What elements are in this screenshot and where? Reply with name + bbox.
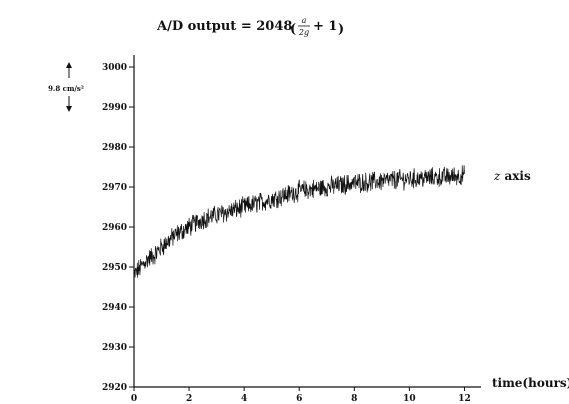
- axes: [133, 55, 481, 388]
- ticks: 2920 2930 2940 2950 2960 2970 2980 2990 3000 0 2 4 6…: [102, 63, 471, 404]
- x-axis-label: time(hours): [492, 376, 569, 390]
- scale-arrow-down-icon: [66, 106, 72, 112]
- title-prefix: A/D output = 2048: [156, 19, 292, 34]
- title-paren-right: ): [338, 22, 344, 37]
- y-tick-label: 2990: [102, 103, 127, 113]
- x-tick-label: 12: [458, 394, 471, 404]
- x-tick-label: 10: [403, 394, 416, 404]
- y-tick-label: 2920: [102, 383, 127, 393]
- y-tick-label: 2960: [102, 223, 127, 233]
- x-tick-label: 4: [241, 394, 247, 404]
- x-tick-label: 8: [351, 394, 357, 404]
- series-line-z-axis: [133, 165, 465, 278]
- scale-label: 9.8 cm/s²: [48, 84, 84, 93]
- x-tick-label: 6: [296, 394, 302, 404]
- scale-indicator: 9.8 cm/s²: [48, 62, 84, 112]
- y-tick-label: 2950: [102, 263, 127, 273]
- title-frac-denominator: 2g: [298, 28, 309, 37]
- y-tick-label: 2930: [102, 343, 127, 353]
- y-tick-label: 2940: [102, 303, 127, 313]
- chart-title: A/D output = 2048 ( a 2g + 1 ): [156, 16, 344, 37]
- x-tick-label: 2: [186, 394, 192, 404]
- y-tick-label: 2970: [102, 183, 127, 193]
- series-label-z-axis: z axis: [493, 169, 531, 183]
- title-frac-numerator: a: [302, 16, 307, 25]
- title-suffix: + 1: [313, 19, 337, 34]
- x-tick-label: 0: [131, 394, 137, 404]
- title-paren-left: (: [290, 22, 296, 37]
- y-tick-label: 3000: [102, 63, 127, 73]
- scale-arrow-up-icon: [66, 62, 72, 68]
- y-tick-label: 2980: [102, 143, 127, 153]
- series-lines: [133, 165, 465, 278]
